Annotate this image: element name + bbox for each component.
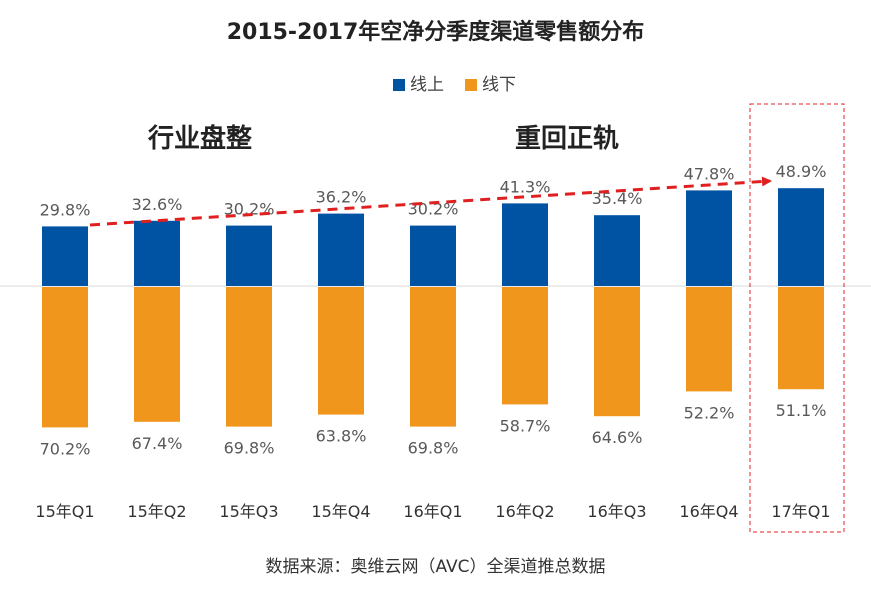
bar-online-1 — [42, 226, 88, 286]
bar-offline-1 — [42, 287, 88, 428]
bar-online-4 — [318, 213, 364, 286]
data-label-offline-3: 69.8% — [224, 439, 275, 458]
data-label-offline-8: 52.2% — [684, 403, 735, 422]
bar-offline-5 — [410, 287, 456, 427]
data-label-offline-9: 51.1% — [776, 401, 827, 420]
bars-group — [42, 188, 824, 428]
bar-offline-8 — [686, 287, 732, 392]
bar-offline-7 — [594, 287, 640, 417]
data-label-offline-7: 64.6% — [592, 428, 643, 447]
data-label-online-1: 29.8% — [40, 200, 91, 219]
bar-online-8 — [686, 190, 732, 286]
data-label-offline-1: 70.2% — [40, 439, 91, 458]
category-label-6: 16年Q2 — [495, 502, 554, 521]
highlight-box — [749, 103, 845, 533]
bar-offline-4 — [318, 287, 364, 415]
data-label-online-4: 36.2% — [316, 188, 367, 207]
data-label-offline-2: 67.4% — [132, 434, 183, 453]
legend-label-online: 线上 — [410, 75, 444, 95]
data-source-note: 数据来源：奥维云网（AVC）全渠道推总数据 — [265, 557, 606, 577]
data-label-offline-5: 69.8% — [408, 439, 459, 458]
bar-offline-3 — [226, 287, 272, 427]
legend: 线上 线下 — [393, 75, 516, 95]
annotation-recovery: 重回正轨 — [515, 124, 619, 154]
category-label-3: 15年Q3 — [219, 502, 278, 521]
data-label-online-2: 32.6% — [132, 195, 183, 214]
category-label-5: 16年Q1 — [403, 502, 462, 521]
category-label-9: 17年Q1 — [771, 502, 830, 521]
data-label-online-7: 35.4% — [592, 189, 643, 208]
category-label-2: 15年Q2 — [127, 502, 186, 521]
legend-swatch-online — [393, 79, 405, 91]
category-label-1: 15年Q1 — [35, 502, 94, 521]
bar-online-5 — [410, 225, 456, 286]
annotation-consolidation: 行业盘整 — [147, 123, 252, 154]
category-label-7: 16年Q3 — [587, 502, 646, 521]
bar-online-9 — [778, 188, 824, 286]
bar-offline-6 — [502, 287, 548, 405]
chart-title: 2015-2017年空净分季度渠道零售额分布 — [226, 20, 645, 45]
data-label-offline-4: 63.8% — [316, 427, 367, 446]
bar-offline-2 — [134, 287, 180, 422]
legend-swatch-offline — [465, 79, 477, 91]
bar-online-3 — [226, 225, 272, 286]
data-label-online-6: 41.3% — [500, 177, 551, 196]
data-label-online-9: 48.9% — [776, 162, 827, 181]
bar-online-2 — [134, 220, 180, 286]
bar-offline-9 — [778, 287, 824, 390]
data-label-offline-6: 58.7% — [500, 416, 551, 435]
category-label-8: 16年Q4 — [679, 502, 738, 521]
legend-label-offline: 线下 — [482, 75, 516, 95]
bar-online-6 — [502, 203, 548, 286]
category-label-4: 15年Q4 — [311, 502, 370, 521]
bar-online-7 — [594, 215, 640, 286]
trend-arrow — [89, 176, 772, 227]
data-label-online-8: 47.8% — [684, 164, 735, 183]
